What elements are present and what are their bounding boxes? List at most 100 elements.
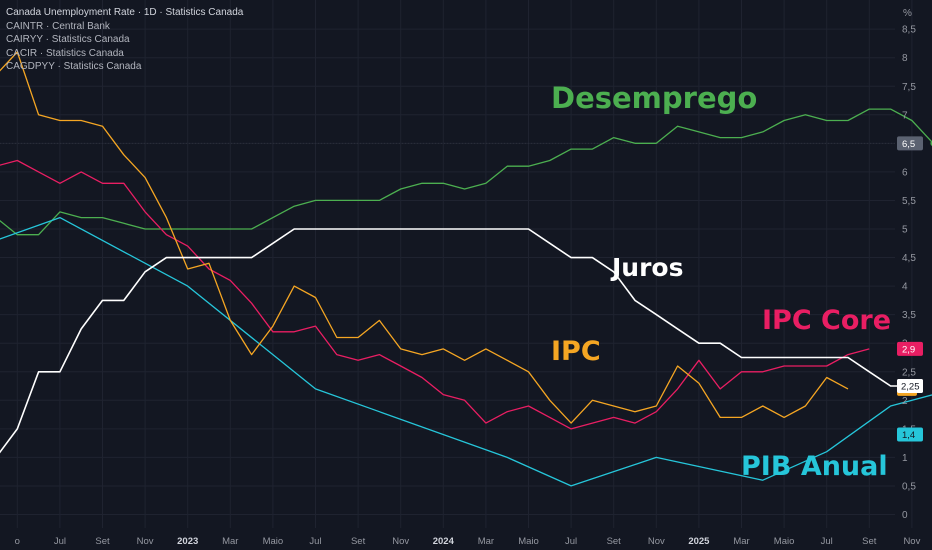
data-point-ipc: [399, 347, 403, 351]
data-point-juros: [36, 370, 40, 374]
data-point-ipc: [292, 284, 296, 288]
data-point-ipc: [441, 347, 445, 351]
data-point-ipc-core: [569, 427, 573, 431]
data-point-ipc: [782, 415, 786, 419]
data-point-ipc-core: [228, 278, 232, 282]
data-point-ipc: [739, 415, 743, 419]
data-point-juros: [164, 255, 168, 259]
series-line-desemprego[interactable]: [0, 108, 932, 236]
chart-legend: Canada Unemployment Rate · 1D · Statisti…: [6, 6, 243, 74]
data-point-desemprego: [228, 227, 232, 231]
grid-lines: [0, 0, 913, 528]
data-point-ipc-core: [675, 387, 679, 391]
y-axis[interactable]: %8,587,576,565,554,543,532,521,510,506,5…: [891, 0, 932, 550]
x-tick-label: Jul: [821, 536, 833, 547]
data-point-ipc: [633, 410, 637, 414]
data-point-ipc: [186, 267, 190, 271]
y-tick-label: 0,5: [902, 481, 916, 492]
data-point-ipc-core: [718, 387, 722, 391]
x-tick-label: Nov: [392, 536, 409, 547]
data-point-desemprego: [484, 181, 488, 185]
data-point-desemprego: [100, 215, 104, 219]
data-point-ipc-core: [271, 330, 275, 334]
data-point-ipc-core: [335, 352, 339, 356]
data-point-juros: [207, 255, 211, 259]
data-point-desemprego: [612, 135, 616, 139]
data-point-juros: [654, 312, 658, 316]
x-axis[interactable]: o Jul Set Nov 2023 Mar Maio Jul Set Nov 2024 Mar Mai…: [15, 536, 921, 547]
data-point-juros: [526, 227, 530, 231]
legend-item-cacir[interactable]: CACIR · Statistics Canada: [6, 47, 124, 59]
data-point-desemprego: [335, 198, 339, 202]
data-point-ipc: [569, 421, 573, 425]
y-tick-label: 4: [902, 282, 908, 293]
data-point-ipc-core: [633, 421, 637, 425]
x-tick-label: Set: [351, 536, 366, 547]
value-tag-desemprego: [897, 136, 923, 151]
y-tick-label: 7: [902, 110, 908, 121]
data-point-desemprego: [164, 227, 168, 231]
value-tag-juros-top: [897, 379, 923, 394]
x-tick-label: o: [15, 536, 20, 547]
y-tick-label: 5: [902, 225, 908, 236]
y-tick-label: 0: [902, 510, 908, 521]
y-tick-label: 3,5: [902, 310, 916, 321]
data-point-ipc: [803, 404, 807, 408]
data-point-desemprego: [122, 221, 126, 225]
y-axis-unit: %: [903, 8, 912, 19]
data-point-juros: [548, 241, 552, 245]
data-point-pib: [654, 455, 658, 459]
data-point-juros: [590, 255, 594, 259]
data-point-ipc: [718, 415, 722, 419]
data-point-juros: [846, 355, 850, 359]
data-point-ipc: [612, 404, 616, 408]
data-point-pib: [505, 455, 509, 459]
x-tick-label: Jul: [309, 536, 321, 547]
series-line-pib[interactable]: [0, 216, 932, 487]
data-point-juros: [803, 355, 807, 359]
data-point-pib: [569, 484, 573, 488]
legend-title[interactable]: Canada Unemployment Rate · 1D · Statisti…: [6, 7, 244, 18]
data-point-ipc-core: [15, 158, 19, 162]
data-point-ipc-core: [377, 352, 381, 356]
x-tick-label: Set: [862, 536, 877, 547]
x-tick-label: 2025: [688, 536, 710, 547]
data-point-juros: [292, 227, 296, 231]
data-point-juros: [825, 355, 829, 359]
data-point-ipc: [654, 404, 658, 408]
data-point-juros: [249, 255, 253, 259]
data-point-desemprego: [739, 135, 743, 139]
data-point-ipc-core: [505, 410, 509, 414]
series-label-ipc-core: IPC Core: [762, 305, 891, 336]
data-point-ipc-core: [590, 421, 594, 425]
data-point-juros: [867, 370, 871, 374]
data-point-pib: [186, 284, 190, 288]
legend-item-cainTR[interactable]: CAINTR · Central Bank: [6, 20, 110, 32]
data-point-ipc-core: [612, 415, 616, 419]
data-point-desemprego: [675, 124, 679, 128]
data-point-ipc: [143, 175, 147, 179]
x-tick-label: Mar: [222, 536, 238, 547]
data-point-pib: [313, 387, 317, 391]
data-point-desemprego: [420, 181, 424, 185]
series-line-juros[interactable]: [0, 228, 912, 457]
data-point-desemprego: [462, 187, 466, 191]
y-tick-label: 8,5: [902, 25, 916, 36]
data-point-desemprego: [505, 164, 509, 168]
series-line-ipc-core[interactable]: [0, 159, 870, 430]
x-tick-label: Maio: [263, 536, 284, 547]
data-point-juros: [718, 341, 722, 345]
data-point-ipc: [420, 352, 424, 356]
data-point-juros: [697, 341, 701, 345]
legend-item-cagdpyy[interactable]: CAGDPYY · Statistics Canada: [6, 61, 142, 72]
data-point-ipc: [100, 124, 104, 128]
series-line-ipc[interactable]: [0, 51, 849, 424]
legend-item-cairyy[interactable]: CAIRYY · Statistics Canada: [6, 34, 130, 45]
data-point-ipc-core: [100, 181, 104, 185]
data-point-desemprego: [143, 227, 147, 231]
x-tick-label: Set: [607, 536, 622, 547]
data-point-juros: [100, 298, 104, 302]
data-point-desemprego: [207, 227, 211, 231]
x-tick-label: Jul: [565, 536, 577, 547]
